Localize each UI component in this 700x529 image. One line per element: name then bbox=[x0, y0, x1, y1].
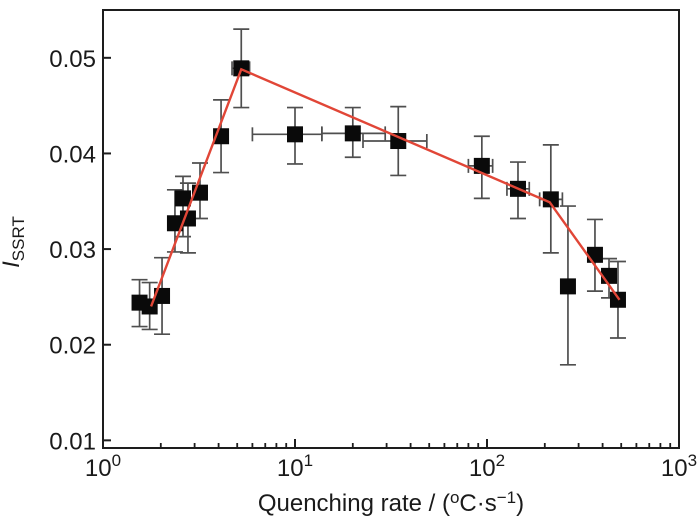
data-point-marker bbox=[542, 191, 559, 208]
data-point-marker bbox=[287, 126, 303, 143]
x-tick-label: 103 bbox=[661, 451, 697, 482]
data-point-marker bbox=[390, 133, 407, 150]
data-point-marker bbox=[344, 125, 361, 142]
y-tick-label: 0.02 bbox=[49, 333, 96, 360]
y-tick-label: 0.01 bbox=[49, 428, 96, 455]
data-point-marker bbox=[473, 157, 490, 174]
data-point-marker bbox=[559, 278, 576, 295]
data-point-marker bbox=[586, 246, 603, 263]
y-tick-label: 0.05 bbox=[49, 46, 96, 73]
data-point-marker bbox=[154, 287, 171, 304]
data-point-marker bbox=[174, 190, 191, 207]
error-bars bbox=[131, 28, 626, 366]
y-tick-label: 0.04 bbox=[49, 141, 96, 168]
plot-frame bbox=[102, 9, 680, 449]
x-tick-label: 100 bbox=[85, 451, 121, 482]
axis-tick-labels: 0.01 0.02 0.03 0.04 0.05 100 101 102 103 bbox=[49, 46, 697, 482]
x-tick-label: 101 bbox=[277, 451, 313, 482]
x-axis-title: Quenching rate / (oC·s−1) bbox=[258, 488, 524, 517]
x-tick-label: 102 bbox=[469, 451, 505, 482]
y-tick-label: 0.03 bbox=[49, 237, 96, 264]
trend-line bbox=[149, 67, 621, 307]
data-markers bbox=[131, 60, 626, 315]
data-point-marker bbox=[609, 291, 626, 308]
y-axis-title: ISSRT bbox=[0, 216, 28, 268]
data-point-marker bbox=[166, 215, 183, 232]
